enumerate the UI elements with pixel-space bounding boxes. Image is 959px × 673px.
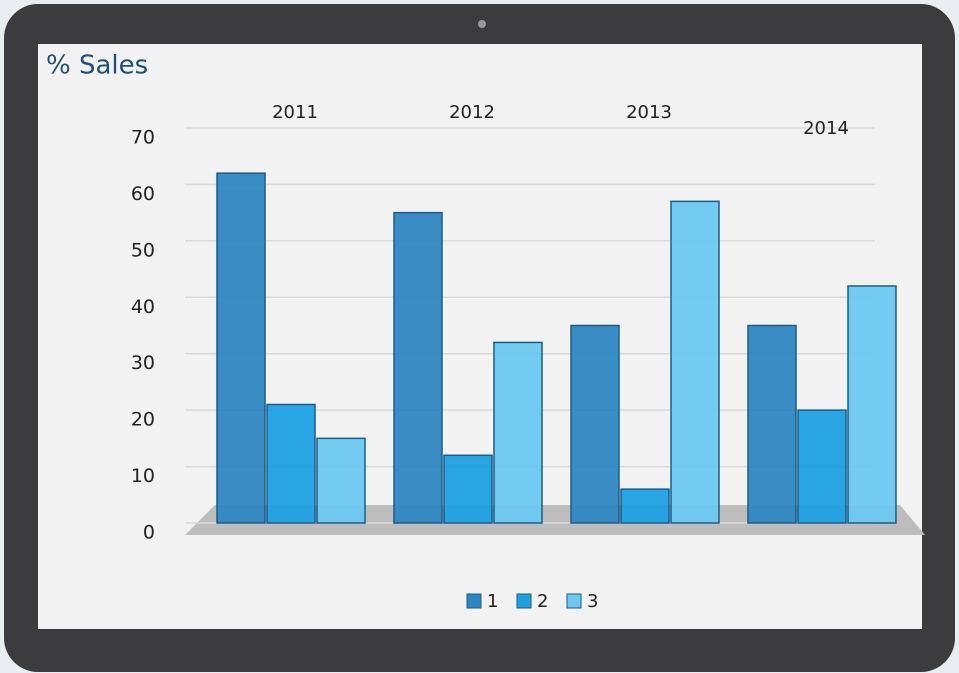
floor <box>185 505 925 535</box>
camera <box>478 20 486 28</box>
y-tick-label: 40 <box>131 296 155 318</box>
y-tick-label: 0 <box>143 522 155 544</box>
y-tick-label: 10 <box>131 465 155 487</box>
legend: 1 2 3 <box>466 591 598 612</box>
legend-swatch <box>516 593 532 609</box>
bar <box>443 454 493 524</box>
bar <box>670 200 720 524</box>
bar <box>847 285 897 524</box>
bar <box>570 324 620 524</box>
x-tick-label: 2013 <box>626 102 672 123</box>
x-tick-label: 2014 <box>803 118 849 139</box>
bar <box>747 324 797 524</box>
legend-swatch <box>466 593 482 609</box>
bar <box>393 211 443 524</box>
bar <box>316 437 366 524</box>
bar <box>493 341 543 524</box>
x-tick-label: 2011 <box>272 102 318 123</box>
bar <box>620 488 670 524</box>
legend-label: 1 <box>487 591 498 612</box>
legend-label: 2 <box>537 591 548 612</box>
y-tick-label: 20 <box>131 409 155 431</box>
y-tick-label: 70 <box>131 127 155 149</box>
chart-title: % Sales <box>46 51 148 81</box>
bar <box>266 403 316 524</box>
bar <box>216 172 266 524</box>
plot-area: 0 10 20 30 40 50 60 70 2011 2012 2013 2014 <box>131 102 897 544</box>
y-tick-label: 30 <box>131 352 155 374</box>
bar <box>797 409 847 524</box>
legend-swatch <box>566 593 582 609</box>
x-tick-label: 2012 <box>449 102 495 123</box>
y-tick-label: 60 <box>131 183 155 205</box>
legend-label: 3 <box>587 591 598 612</box>
y-tick-label: 50 <box>131 239 155 261</box>
